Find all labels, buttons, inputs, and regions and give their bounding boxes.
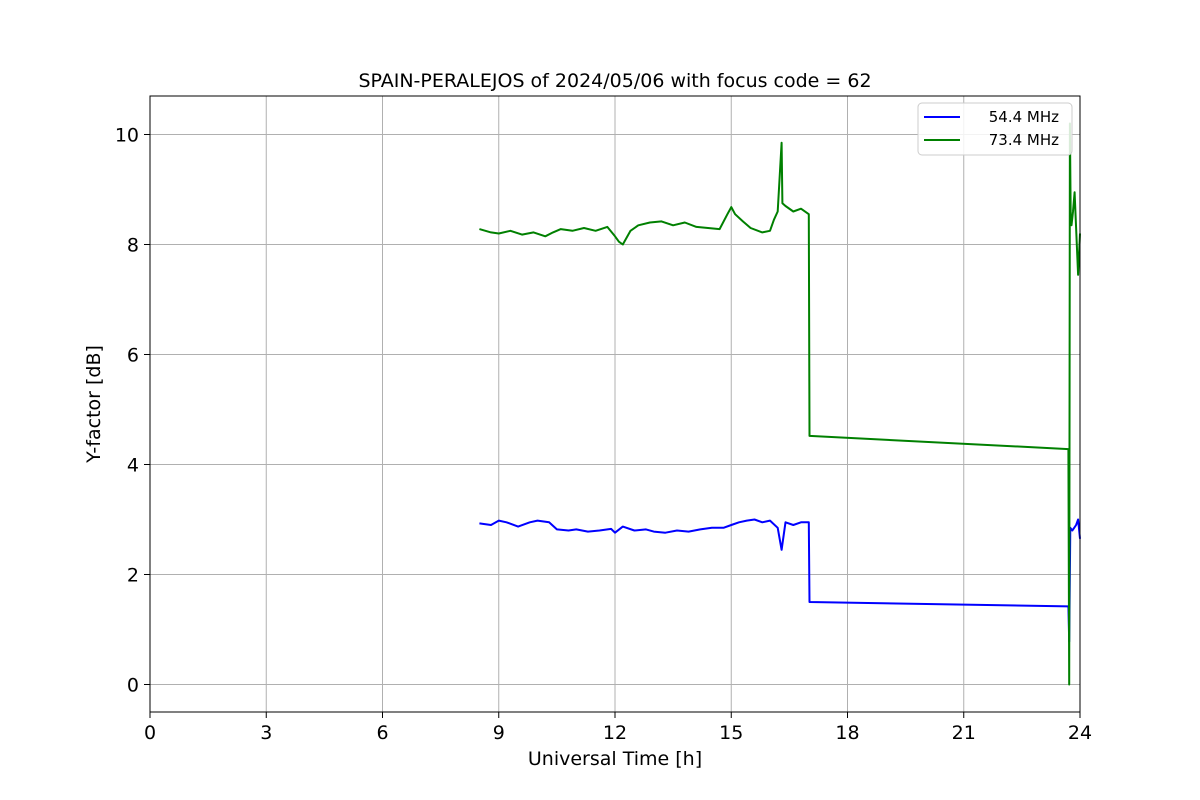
x-tick-label: 0 [144, 722, 156, 744]
x-tick-label: 24 [1068, 722, 1092, 744]
legend: 54.4 MHz 73.4 MHz [917, 102, 1073, 156]
data-lines [479, 122, 1081, 686]
y-tick-label: 2 [127, 565, 139, 587]
legend-label: 73.4 MHz [989, 131, 1059, 149]
series-line-1 [479, 518, 1081, 643]
legend-label: 54.4 MHz [989, 108, 1059, 126]
y-tick-label: 4 [127, 455, 139, 477]
x-tick-label: 15 [719, 722, 743, 744]
series-line-2 [479, 122, 1081, 686]
y-tick-label: 0 [127, 675, 139, 697]
x-tick-label: 18 [835, 722, 859, 744]
x-tick-label: 12 [603, 722, 627, 744]
chart-title: SPAIN-PERALEJOS of 2024/05/06 with focus… [358, 70, 871, 92]
y-tick-label: 10 [115, 125, 139, 147]
y-tick-label: 6 [127, 345, 139, 367]
y-axis-label: Y-factor [dB] [83, 345, 105, 464]
x-tick-label: 6 [376, 722, 388, 744]
x-tick-label: 9 [493, 722, 505, 744]
y-tick-label: 8 [127, 235, 139, 257]
x-tick-label: 21 [952, 722, 976, 744]
x-axis-label: Universal Time [h] [528, 748, 702, 770]
x-tick-label: 3 [260, 722, 272, 744]
